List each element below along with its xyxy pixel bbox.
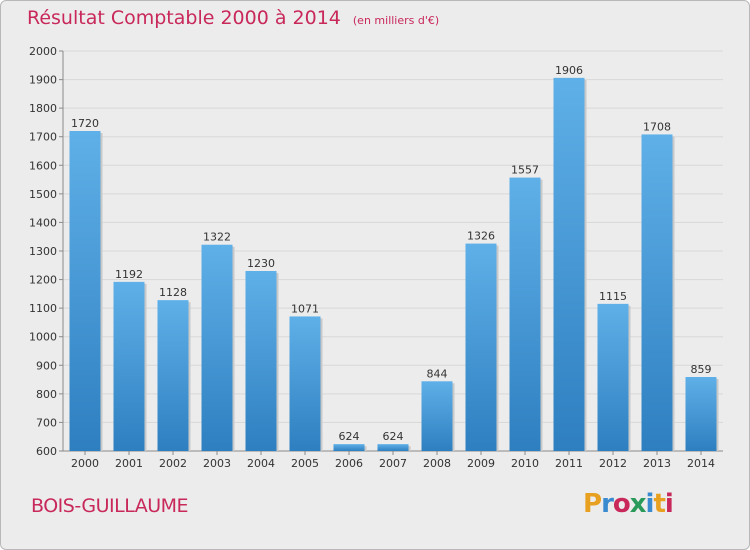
x-tick-label: 2013	[643, 457, 671, 470]
data-label: 1326	[467, 230, 495, 243]
chart-title-text: Résultat Comptable 2000 à 2014	[27, 7, 341, 29]
x-tick-label: 2005	[291, 457, 319, 470]
data-label: 1322	[203, 231, 231, 244]
logo-letter: o	[612, 489, 631, 519]
data-label: 1230	[247, 257, 275, 270]
x-tick-label: 2008	[423, 457, 451, 470]
logo-letter: t	[653, 489, 665, 519]
data-label: 1720	[71, 117, 99, 130]
x-tick-label: 2010	[511, 457, 539, 470]
bar	[377, 444, 409, 451]
x-tick-label: 2012	[599, 457, 627, 470]
data-label: 1557	[511, 164, 539, 177]
logo-letter: i	[645, 489, 655, 519]
y-tick-label: 1900	[29, 74, 57, 87]
logo-letter: r	[601, 489, 614, 519]
x-tick-label: 2014	[687, 457, 715, 470]
proxiti-logo: Proxiti	[583, 489, 674, 519]
x-tick-label: 2004	[247, 457, 275, 470]
x-tick-label: 2007	[379, 457, 407, 470]
logo-letter: x	[629, 489, 647, 519]
data-label: 1192	[115, 268, 143, 281]
y-tick-label: 700	[36, 416, 57, 429]
x-tick-label: 2006	[335, 457, 363, 470]
data-label: 1708	[643, 120, 671, 133]
bar	[113, 281, 145, 451]
data-label: 1128	[159, 286, 187, 299]
y-tick-label: 1800	[29, 102, 57, 115]
y-tick-label: 600	[36, 445, 57, 458]
data-label: 624	[383, 430, 404, 443]
x-tick-label: 2003	[203, 457, 231, 470]
x-tick-label: 2000	[71, 457, 99, 470]
bar	[685, 377, 717, 451]
y-tick-label: 1600	[29, 159, 57, 172]
bar	[553, 77, 585, 451]
chart-subtitle: (en milliers d'€)	[352, 14, 440, 27]
logo-letter: P	[583, 489, 602, 519]
bar	[509, 177, 541, 452]
bar	[597, 303, 629, 451]
bars	[69, 77, 719, 452]
y-tick-label: 1300	[29, 245, 57, 258]
y-tick-label: 1500	[29, 188, 57, 201]
x-tick-label: 2001	[115, 457, 143, 470]
y-tick-label: 800	[36, 388, 57, 401]
bar	[245, 271, 277, 451]
bar	[421, 381, 453, 451]
data-label: 1906	[555, 64, 583, 77]
x-tick-label: 2011	[555, 457, 583, 470]
data-labels: 1720 1192 1128 1322 1230 1071 624 624 844 1326 155…	[71, 64, 712, 443]
data-label: 624	[339, 430, 360, 443]
bar	[157, 300, 189, 451]
x-tick-label: 2009	[467, 457, 495, 470]
y-tick-label: 1400	[29, 216, 57, 229]
bar	[69, 131, 101, 451]
data-label: 844	[427, 367, 448, 380]
x-tick-label: 2002	[159, 457, 187, 470]
bar	[465, 243, 497, 451]
logo-letter: i	[664, 489, 674, 519]
data-label: 859	[691, 363, 712, 376]
y-tick-label: 2000	[29, 45, 57, 58]
y-tick-label: 900	[36, 359, 57, 372]
y-tick-label: 1000	[29, 331, 57, 344]
y-tick-label: 1100	[29, 302, 57, 315]
y-tick-label: 1700	[29, 131, 57, 144]
data-label: 1115	[599, 290, 627, 303]
chart-title: Résultat Comptable 2000 à 2014 (en millie…	[27, 7, 439, 29]
town-name: BOIS-GUILLAUME	[31, 495, 189, 517]
data-label: 1071	[291, 302, 319, 315]
bar	[201, 244, 233, 451]
y-tick-label: 1200	[29, 274, 57, 287]
bar	[289, 316, 321, 451]
bar	[641, 134, 673, 451]
bar	[333, 444, 365, 451]
